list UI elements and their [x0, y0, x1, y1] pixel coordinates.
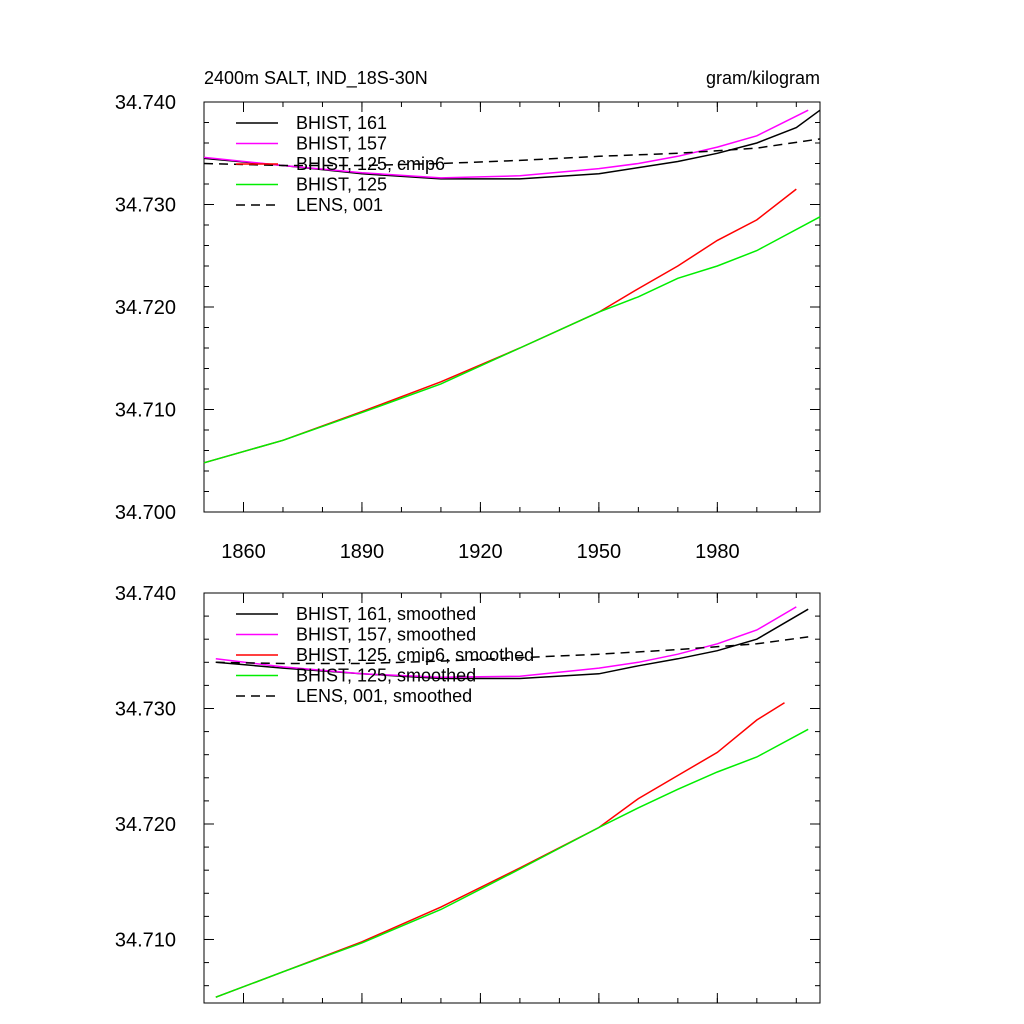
series-line [203, 109, 821, 180]
legend-label: BHIST, 161 [296, 113, 387, 133]
chart-title: 2400m SALT, IND_18S-30N [204, 68, 428, 89]
legend-label: BHIST, 125, cmip6, smoothed [296, 645, 534, 665]
y-tick-label: 34.730 [115, 698, 176, 720]
legend-label: BHIST, 125, smoothed [296, 666, 476, 686]
x-tick-label: 1950 [577, 541, 622, 563]
y-tick-label: 34.740 [115, 92, 176, 114]
series-line [215, 702, 785, 998]
legend-label: BHIST, 157, smoothed [296, 625, 476, 645]
series-line [203, 216, 821, 464]
y-tick-label: 34.720 [115, 297, 176, 319]
x-tick-label: 1860 [221, 541, 266, 563]
y-tick-label: 34.740 [115, 583, 176, 605]
legend-label: LENS, 001, smoothed [296, 686, 472, 706]
legend-label: BHIST, 161, smoothed [296, 604, 476, 624]
legend-label: LENS, 001 [296, 195, 383, 215]
y-tick-label: 34.720 [115, 814, 176, 836]
x-tick-label: 1980 [695, 541, 740, 563]
series-line [203, 188, 797, 464]
series-line [215, 606, 797, 679]
y-tick-label: 34.730 [115, 195, 176, 217]
top-panel: 34.700 34.710 34.720 34.730 34.740 1860 1890 19… [115, 92, 821, 563]
series-line [215, 728, 809, 998]
series-line [215, 636, 809, 665]
x-tick-label: 1920 [458, 541, 503, 563]
plot-frame [203, 592, 821, 1004]
units-label: gram/kilogram [706, 68, 820, 88]
legend-label: BHIST, 125 [296, 175, 387, 195]
series-line [203, 138, 821, 167]
legend-label: BHIST, 125, cmip6 [296, 154, 445, 174]
y-tick-label: 34.710 [115, 400, 176, 422]
x-tick-label: 1890 [340, 541, 385, 563]
legend-label: BHIST, 157 [296, 134, 387, 154]
y-tick-label: 34.710 [115, 929, 176, 951]
series-line [203, 109, 809, 179]
bottom-panel: 34.710 34.720 34.730 34.740 BHIST, 161, smoo… [115, 583, 821, 1004]
y-tick-label: 34.700 [115, 502, 176, 524]
